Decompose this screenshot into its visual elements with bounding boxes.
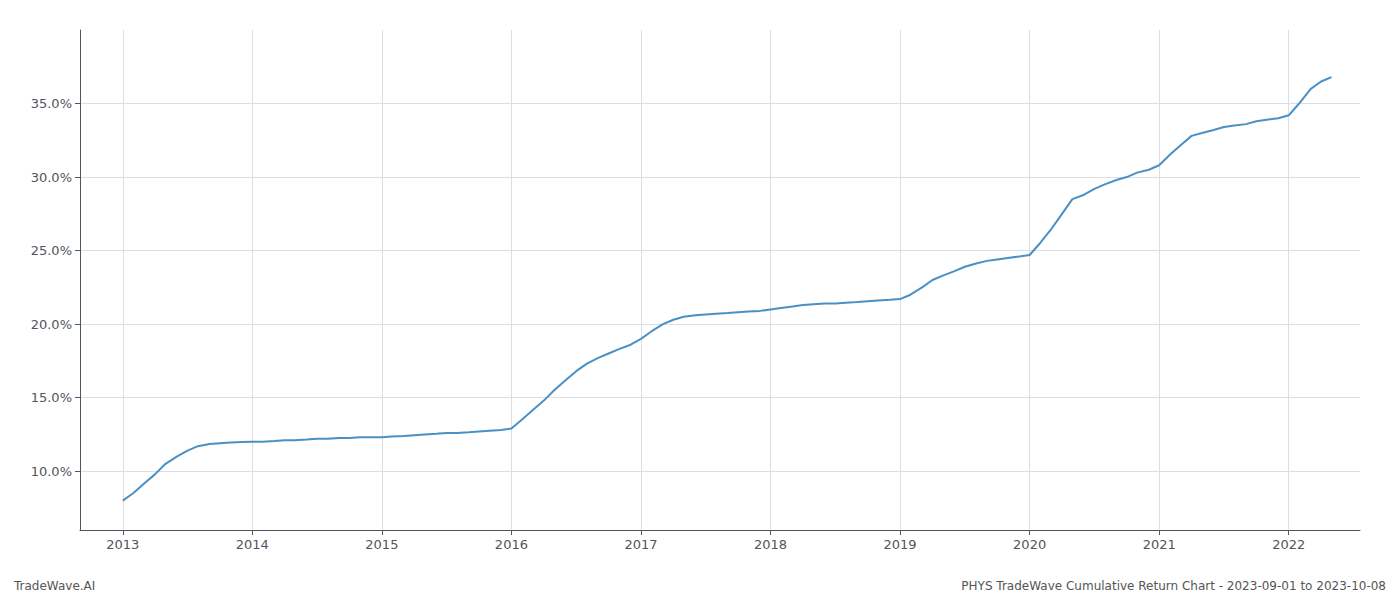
svg-text:2017: 2017 xyxy=(624,537,657,552)
svg-text:35.0%: 35.0% xyxy=(31,96,72,111)
svg-text:30.0%: 30.0% xyxy=(31,170,72,185)
svg-text:20.0%: 20.0% xyxy=(31,317,72,332)
svg-text:2016: 2016 xyxy=(495,537,528,552)
svg-text:2020: 2020 xyxy=(1013,537,1046,552)
svg-text:2015: 2015 xyxy=(365,537,398,552)
svg-text:2014: 2014 xyxy=(236,537,269,552)
svg-text:2018: 2018 xyxy=(754,537,787,552)
svg-text:2019: 2019 xyxy=(884,537,917,552)
svg-text:2013: 2013 xyxy=(106,537,139,552)
svg-text:25.0%: 25.0% xyxy=(31,243,72,258)
svg-text:2021: 2021 xyxy=(1143,537,1176,552)
svg-text:PHYS TradeWave Cumulative Retu: PHYS TradeWave Cumulative Return Chart -… xyxy=(961,579,1386,593)
svg-text:2022: 2022 xyxy=(1272,537,1305,552)
svg-text:10.0%: 10.0% xyxy=(31,464,72,479)
svg-text:15.0%: 15.0% xyxy=(31,390,72,405)
svg-text:TradeWave.AI: TradeWave.AI xyxy=(13,579,95,593)
